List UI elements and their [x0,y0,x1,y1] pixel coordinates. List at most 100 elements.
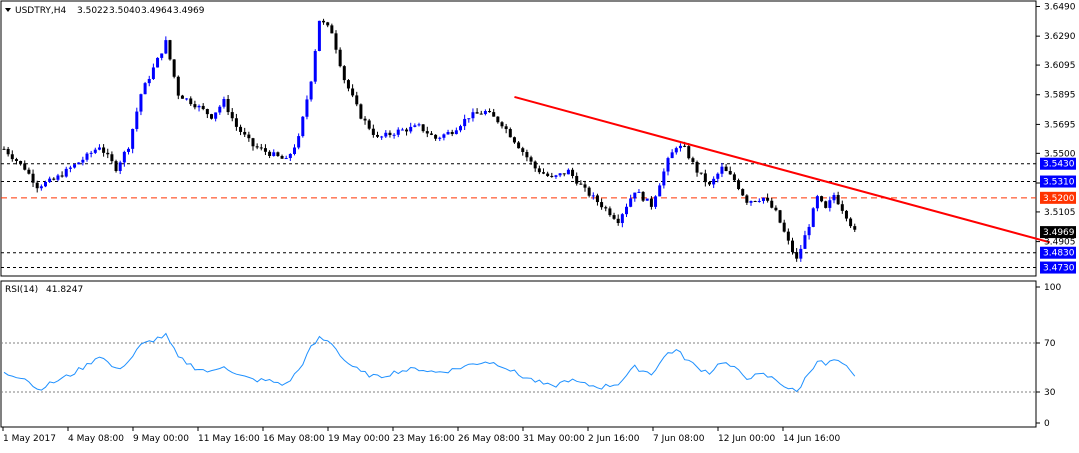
candle-body [230,112,234,119]
candle-body [48,178,52,182]
candle-body [197,105,201,108]
y-tick-label: 3.5695 [1044,120,1076,130]
candle-body [23,163,27,170]
candle-body [351,88,355,96]
candle-body [645,198,649,201]
rsi-panel [1,332,1036,393]
candle-body [210,114,213,119]
candle-body [824,201,828,208]
candle-body [791,240,794,253]
candle-body [438,137,442,139]
price-tag-label: 3.5310 [1043,178,1075,188]
candle-body [699,172,703,174]
candle-body [803,235,807,249]
candle-body [795,252,799,259]
candle-body [500,122,504,127]
support-resistance-levels [1,163,1036,269]
candle-body [322,20,326,23]
candle-body [89,152,93,154]
price-tag [1040,261,1076,274]
candle-body [662,171,666,186]
candle-body [579,183,583,185]
candle-body [201,105,205,110]
candle-body [674,148,678,153]
candle-body [492,112,496,117]
candle-body [774,207,778,211]
candle-body [421,124,425,132]
current-price-tag [1040,226,1076,239]
candle-body [558,173,562,176]
x-tick-label: 9 May 00:00 [133,434,189,444]
candle-body [164,40,168,54]
price-tag-label: 3.5200 [1043,194,1075,204]
candle-body [342,66,346,81]
close-value: 3.4969 [173,6,205,16]
price-tag [1040,175,1076,188]
candle-body [309,81,313,100]
candle-body [135,111,139,129]
candle-body [633,192,637,199]
price-tags: 3.5430 3.5310 3.5200 3.4830 3.4730 3.4969 [1040,157,1076,274]
candle-body [832,195,836,201]
candle-body [293,147,296,154]
candle-body [757,200,761,202]
candle-body [600,202,604,208]
candle-body [583,184,587,188]
candle-body [218,106,222,113]
candle-body [454,130,458,135]
candle-body [666,158,670,172]
candle-body [446,131,450,135]
price-tag [1040,191,1076,204]
candle-body [189,98,193,105]
candle-body [122,151,126,163]
candle-body [782,222,786,232]
rsi-value: 41.8247 [46,285,83,295]
candle-body [658,185,662,197]
candle-body [670,152,674,159]
candle-body [118,162,122,171]
menu-triangle-icon[interactable] [5,8,11,12]
candle-body [251,138,255,147]
candle-body [766,197,770,201]
candle-body [724,166,728,172]
candle-body [301,116,305,137]
candle-body [840,204,844,211]
candle-body [214,112,218,119]
candle-body [239,126,243,132]
y-tick-label: 3.6490 [1044,2,1076,12]
candle-body [828,200,832,208]
candle-body [554,175,558,177]
trendline-layer [514,96,1051,244]
candle-body [467,118,471,120]
candle-body [612,215,616,219]
candle-body [380,136,384,138]
candle-body [807,226,811,236]
candle-body [450,131,454,135]
candle-body [2,148,6,150]
candle-body [753,201,757,203]
candle-body [778,210,782,223]
y-tick-label: 3.6290 [1044,32,1076,42]
candle-body [413,125,417,127]
candle-body [35,182,39,189]
candle-body [512,137,516,143]
x-tick-label: 26 May 08:00 [458,434,520,444]
candle-body [6,148,10,155]
candle-body [60,175,64,177]
y-tick-label: 3.5895 [1044,91,1076,101]
candle-body [587,187,591,196]
candle-body [326,22,330,26]
candle-body [363,118,367,121]
rsi-label: RSI(14) [5,285,38,295]
candle-body [732,174,736,181]
x-tick-label: 4 May 08:00 [68,434,124,444]
candle-body [504,126,508,130]
candle-body [853,226,857,230]
candle-body [521,148,525,152]
candle-body [272,152,276,156]
y-tick-label: 3.6095 [1044,61,1076,71]
candle-body [168,40,172,60]
